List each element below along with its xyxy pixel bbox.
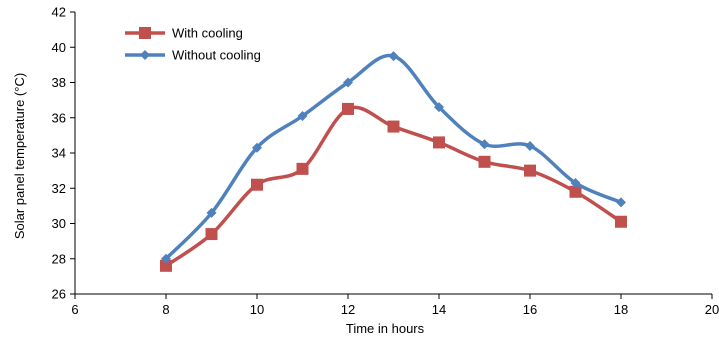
data-point [343,77,353,88]
x-axis-ticks: 6 8 10 12 14 16 18 20 [71,294,719,317]
data-point [388,51,399,62]
data-point [525,140,535,151]
x-tick-label: 16 [523,302,537,317]
legend-item: Without cooling [125,48,261,63]
y-tick-label: 36 [52,110,66,125]
y-tick-label: 32 [52,181,66,196]
x-tick-label: 8 [162,302,169,317]
series-line [164,53,623,261]
data-point [524,164,536,177]
y-axis-title: Solar panel temperature (°C) [12,73,27,239]
y-tick-label: 26 [52,287,66,302]
data-point [297,110,308,121]
data-point [569,185,582,198]
data-point [252,142,262,153]
data-point [479,139,490,150]
series-with-cooling [160,102,627,272]
data-point [205,228,218,241]
x-tick-label: 6 [71,302,78,317]
y-tick-label: 40 [52,40,66,55]
x-tick-label: 14 [432,302,446,317]
data-point [206,207,217,218]
data-point [478,155,491,168]
y-axis-ticks: 26 28 30 32 34 36 38 40 42 [52,5,75,302]
x-tick-label: 12 [341,302,355,317]
data-point [161,253,171,264]
data-point [433,136,445,149]
data-point [434,102,444,113]
data-point [615,215,627,228]
x-tick-label: 20 [705,302,719,317]
data-point [160,259,172,272]
series-without-cooling [161,51,626,264]
legend-marker [139,27,151,39]
x-tick-label: 10 [250,302,264,317]
y-tick-label: 30 [52,216,66,231]
legend-marker [140,50,150,60]
y-tick-label: 34 [52,146,66,161]
y-tick-label: 28 [52,251,66,266]
data-point [251,178,263,191]
legend-item: With cooling [125,26,243,41]
legend: With cooling Without cooling [125,26,261,63]
data-point [616,197,626,208]
series-layer [160,51,627,272]
x-tick-label: 18 [614,302,628,317]
data-point [570,177,581,188]
y-tick-label: 42 [52,5,66,20]
data-point [387,120,400,133]
legend-label: Without cooling [172,48,261,63]
legend-label: With cooling [172,26,243,41]
data-point [296,162,309,175]
x-axis-title: Time in hours [346,321,425,336]
data-point [342,102,354,115]
y-tick-label: 38 [52,75,66,90]
